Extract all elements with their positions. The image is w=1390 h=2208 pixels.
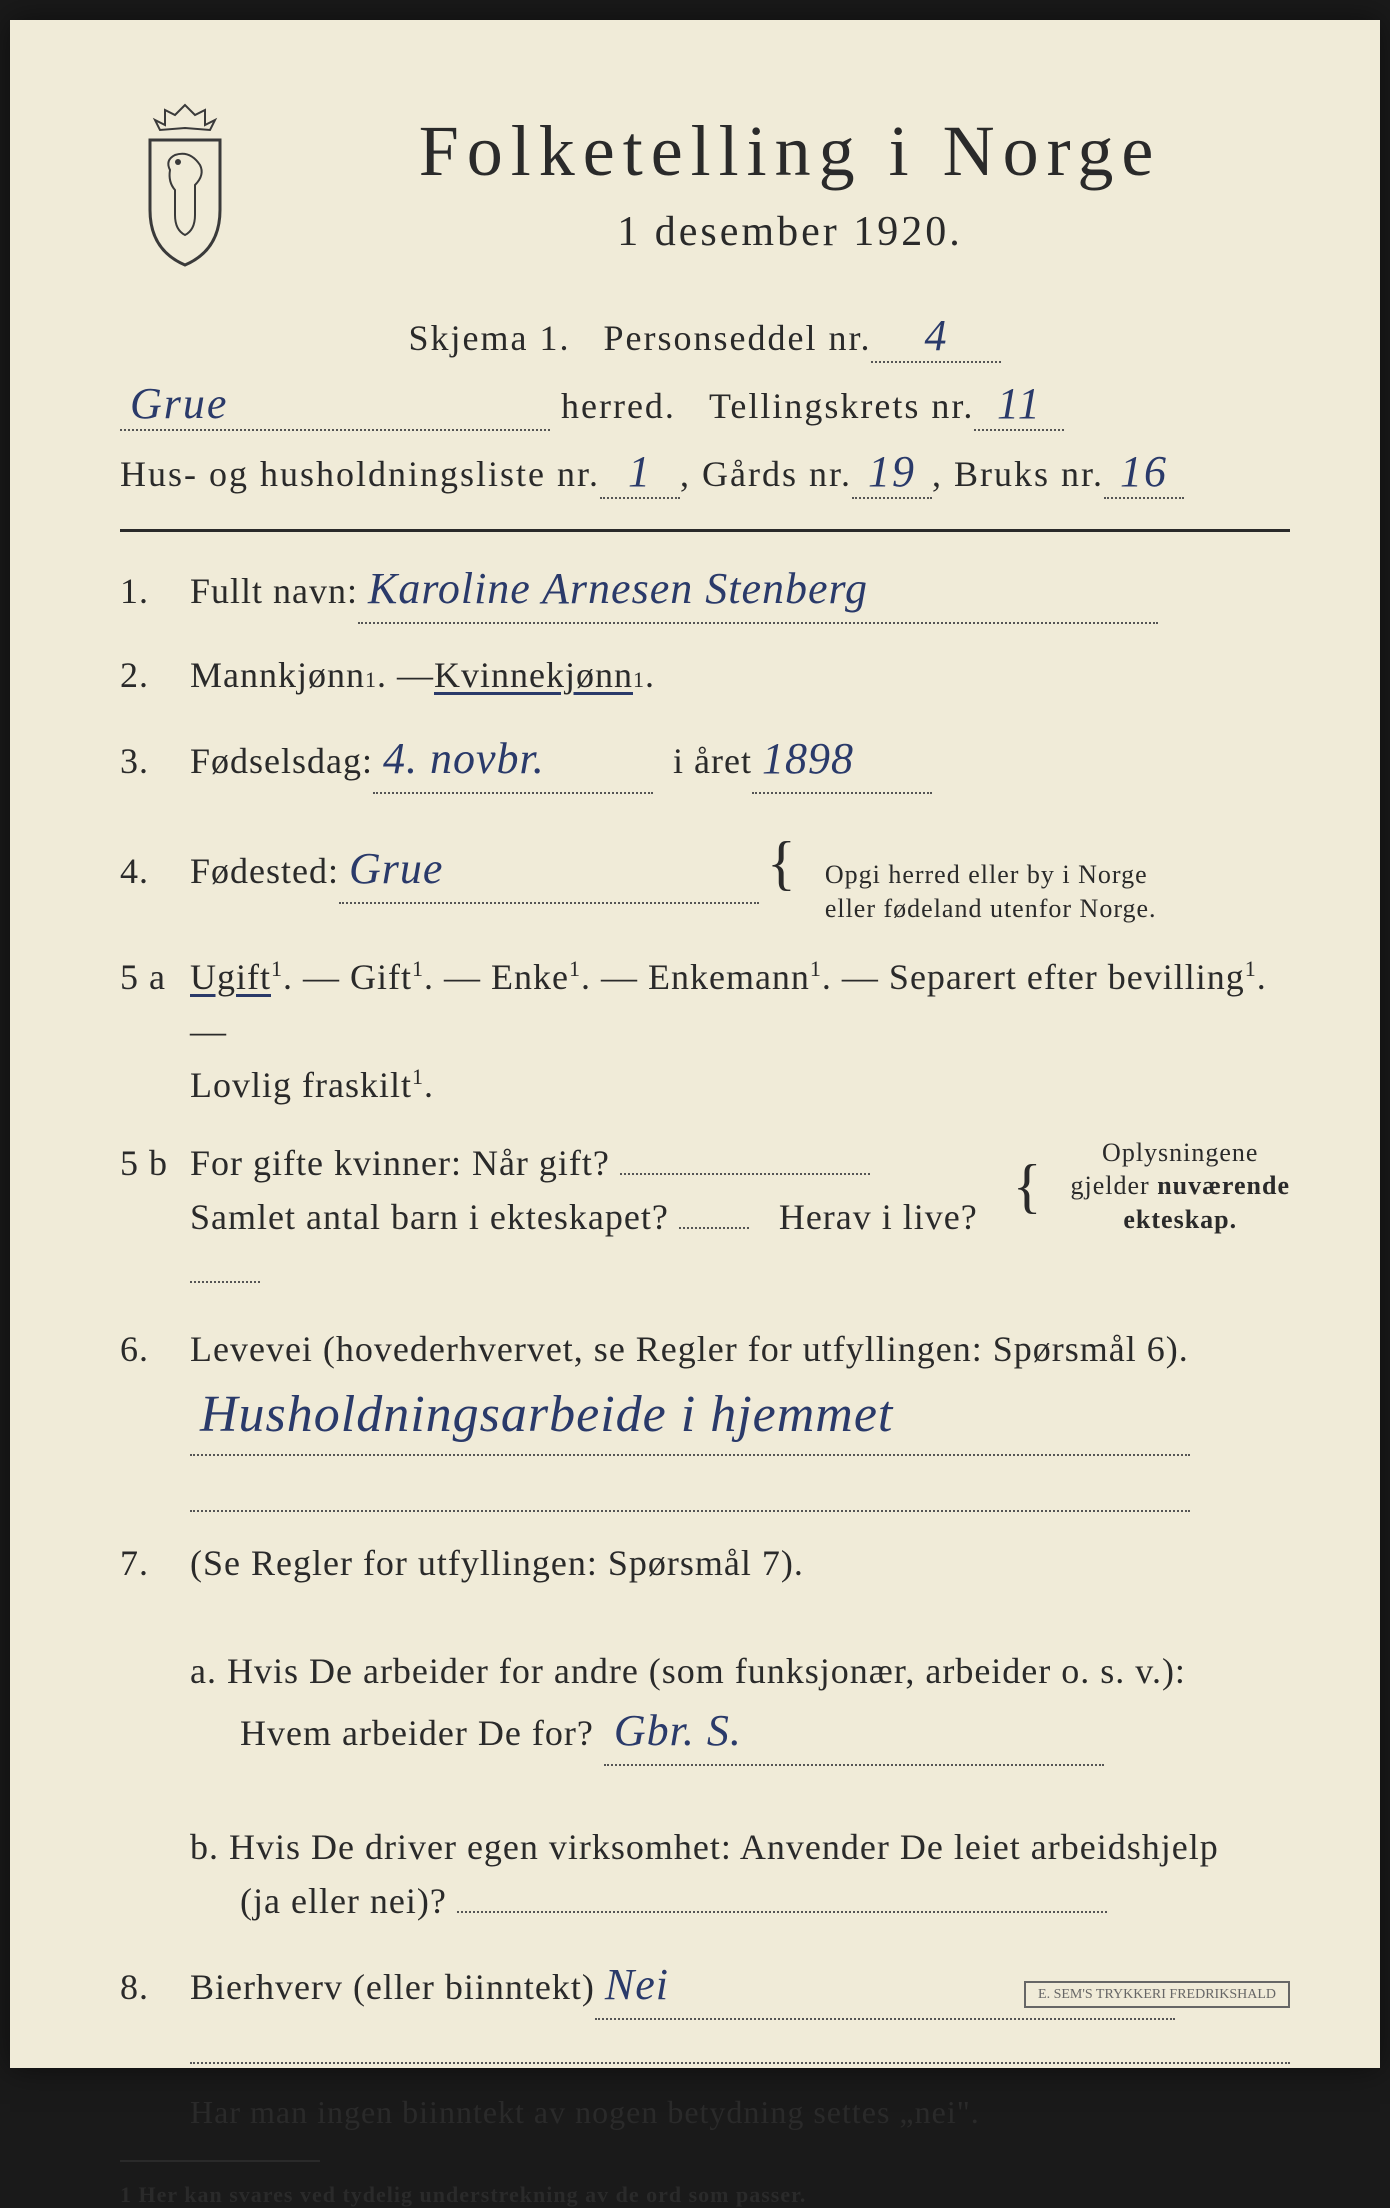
q7a-value: Gbr. S. bbox=[604, 1698, 1104, 1766]
q5b-num: 5 b bbox=[120, 1136, 190, 1190]
q7b-value bbox=[457, 1911, 1107, 1913]
q5a-num: 5 a bbox=[120, 950, 190, 1004]
q1-num: 1. bbox=[120, 564, 190, 618]
q6-label: Levevei (hovederhvervet, se Regler for u… bbox=[190, 1329, 1189, 1369]
q5a-opt4: Enkemann bbox=[648, 957, 810, 997]
q5b-l1: For gifte kvinner: Når gift? bbox=[190, 1143, 610, 1183]
q4-num: 4. bbox=[120, 844, 190, 898]
q5a-content: Ugift1. — Gift1. — Enke1. — Enkemann1. —… bbox=[190, 950, 1290, 1112]
q5a-row: 5 a Ugift1. — Gift1. — Enke1. — Enkemann… bbox=[120, 950, 1290, 1112]
q4-note: Opgi herred eller by i Norge eller fødel… bbox=[825, 858, 1157, 926]
q6-content: Levevei (hovederhvervet, se Regler for u… bbox=[190, 1322, 1290, 1512]
footer1: Har man ingen biinntekt av nogen betydni… bbox=[190, 2088, 1290, 2136]
q4-row: 4. Fødested: Grue { Opgi herred eller by… bbox=[120, 818, 1290, 926]
divider-top bbox=[120, 529, 1290, 532]
form-meta: Skjema 1. Personseddel nr. 4 Grue herred… bbox=[120, 310, 1290, 499]
blank-line bbox=[190, 2044, 1290, 2064]
q2-row: 2. Mannkjønn1 . — Kvinnekjønn1 . bbox=[120, 648, 1290, 702]
q7-label: (Se Regler for utfyllingen: Spørsmål 7). bbox=[190, 1543, 804, 1583]
gards-nr: 19 bbox=[852, 446, 932, 499]
census-form-page: Folketelling i Norge 1 desember 1920. Sk… bbox=[10, 20, 1380, 2068]
q5b-note-l1: Oplysningene bbox=[1102, 1138, 1258, 1167]
q4-label: Fødested: bbox=[190, 844, 339, 898]
q2-end: . bbox=[645, 648, 655, 702]
q7b-sub: (ja eller nei)? bbox=[240, 1881, 447, 1921]
q5b-note-l3: ekteskap. bbox=[1123, 1205, 1237, 1234]
crest-svg bbox=[120, 100, 250, 270]
q5a-opt2: Gift bbox=[350, 957, 412, 997]
q1-value: Karoline Arnesen Stenberg bbox=[358, 556, 1158, 624]
q3-year-label: i året bbox=[673, 734, 752, 788]
main-title: Folketelling i Norge bbox=[290, 110, 1290, 193]
q5b-v1 bbox=[620, 1173, 870, 1175]
q4-note-l1: Opgi herred eller by i Norge bbox=[825, 860, 1148, 889]
gards-label: , Gårds nr. bbox=[680, 453, 852, 495]
q3-num: 3. bbox=[120, 734, 190, 788]
q8-label: Bierhverv (eller biinntekt) bbox=[190, 1960, 595, 2014]
q7b-label: b. Hvis De driver egen virksomhet: Anven… bbox=[190, 1827, 1219, 1867]
q2-sep1: . — bbox=[377, 648, 434, 702]
footnote-rule bbox=[120, 2160, 320, 2162]
q6-blank bbox=[190, 1456, 1190, 1512]
q1-row: 1. Fullt navn: Karoline Arnesen Stenberg bbox=[120, 556, 1290, 624]
skjema-label: Skjema 1. bbox=[409, 317, 571, 359]
q7a-sub: Hvem arbeider De for? bbox=[240, 1713, 594, 1753]
tellingskrets-label: Tellingskrets nr. bbox=[709, 385, 974, 427]
coat-of-arms-icon bbox=[120, 100, 250, 270]
q6-row: 6. Levevei (hovederhvervet, se Regler fo… bbox=[120, 1322, 1290, 1512]
q7a-label: a. Hvis De arbeider for andre (som funks… bbox=[190, 1651, 1186, 1691]
q4-note-l2: eller fødeland utenfor Norge. bbox=[825, 894, 1157, 923]
q5a-opt5: Separert efter bevilling bbox=[889, 957, 1245, 997]
personseddel-label: Personseddel nr. bbox=[604, 317, 872, 359]
subtitle: 1 desember 1920. bbox=[290, 208, 1290, 256]
q5a-opt1: Ugift bbox=[190, 957, 271, 997]
tellingskrets-nr: 11 bbox=[974, 378, 1064, 431]
header: Folketelling i Norge 1 desember 1920. bbox=[120, 100, 1290, 270]
bruks-label: , Bruks nr. bbox=[932, 453, 1104, 495]
printer-stamp: E. SEM'S TRYKKERI FREDRIKSHALD bbox=[1024, 1981, 1290, 2008]
q5b-v2 bbox=[679, 1227, 749, 1229]
meta-herred-line: Grue herred. Tellingskrets nr. 11 bbox=[120, 378, 1290, 431]
q1-label: Fullt navn: bbox=[190, 564, 358, 618]
q3-day: 4. novbr. bbox=[373, 726, 653, 794]
meta-skjema-line: Skjema 1. Personseddel nr. 4 bbox=[120, 310, 1290, 363]
q5b-v3 bbox=[190, 1281, 260, 1283]
husliste-nr: 1 bbox=[600, 446, 680, 499]
q8-num: 8. bbox=[120, 1960, 190, 2014]
q3-label: Fødselsdag: bbox=[190, 734, 373, 788]
footer2: 1 Her kan svares ved tydelig understrekn… bbox=[120, 2182, 1290, 2208]
q5a-opt6: Lovlig fraskilt bbox=[190, 1065, 412, 1105]
q4-value: Grue bbox=[339, 836, 759, 904]
q2-k: Kvinnekjønn bbox=[434, 648, 633, 702]
q6-num: 6. bbox=[120, 1322, 190, 1376]
q5b-l2: Samlet antal barn i ekteskapet? bbox=[190, 1197, 669, 1237]
meta-hus-line: Hus- og husholdningsliste nr. 1 , Gårds … bbox=[120, 446, 1290, 499]
q5b-row: 5 b For gifte kvinner: Når gift? { Oplys… bbox=[120, 1136, 1290, 1298]
q2-num: 2. bbox=[120, 648, 190, 702]
q7-row: 7. (Se Regler for utfyllingen: Spørsmål … bbox=[120, 1536, 1290, 1928]
q7-content: (Se Regler for utfyllingen: Spørsmål 7).… bbox=[190, 1536, 1290, 1928]
title-block: Folketelling i Norge 1 desember 1920. bbox=[290, 100, 1290, 256]
q5a-opt3: Enke bbox=[491, 957, 569, 997]
husliste-label: Hus- og husholdningsliste nr. bbox=[120, 453, 600, 495]
q5b-content: For gifte kvinner: Når gift? { Oplysning… bbox=[190, 1136, 1290, 1298]
q5b-l3: Herav i live? bbox=[779, 1197, 978, 1237]
herred-label: herred. bbox=[561, 385, 676, 427]
q5b-note-l2: gjelder nuværende bbox=[1071, 1171, 1290, 1200]
personseddel-nr: 4 bbox=[871, 310, 1001, 363]
q6-value: Husholdningsarbeide i hjemmet bbox=[190, 1376, 1190, 1456]
herred-value: Grue bbox=[120, 378, 550, 431]
brace-icon: { bbox=[767, 818, 797, 908]
brace-icon-2: { bbox=[1013, 1141, 1043, 1231]
q3-row: 3. Fødselsdag: 4. novbr. i året 1898 bbox=[120, 726, 1290, 794]
q5b-note: Oplysningene gjelder nuværende ekteskap. bbox=[1071, 1136, 1290, 1237]
q3-year: 1898 bbox=[752, 726, 932, 794]
bruks-nr: 16 bbox=[1104, 446, 1184, 499]
q2-m: Mannkjønn bbox=[190, 648, 365, 702]
q7-num: 7. bbox=[120, 1536, 190, 1590]
